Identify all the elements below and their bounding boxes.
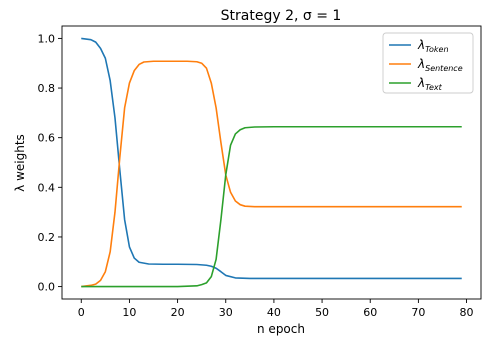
- y-tick-label: 0.6: [38, 132, 56, 145]
- axes-layer: 0 10 20 30 40 50 60 70 80 0.0 0.2 0.4 0.6 0.8 1.0: [38, 25, 482, 319]
- y-axis-label: λ weights: [13, 134, 27, 192]
- x-tick-label: 0: [78, 306, 85, 319]
- x-tick-label: 70: [411, 306, 425, 319]
- chart-title: Strategy 2, σ = 1: [221, 8, 342, 24]
- x-tick-label: 40: [267, 306, 281, 319]
- legend-entry-sentence: λSentence: [417, 57, 463, 73]
- x-tick-label: 80: [460, 306, 474, 319]
- legend-entry-token: λToken: [417, 38, 449, 54]
- series-line-token: [81, 37, 462, 280]
- series-line-sentence: [81, 60, 462, 288]
- y-tick-label: 0.0: [38, 281, 56, 294]
- x-tick-label: 10: [122, 306, 136, 319]
- legend: λToken λSentence λText: [382, 32, 474, 94]
- x-axis-label: n epoch: [257, 322, 305, 336]
- x-tick-label: 20: [171, 306, 185, 319]
- legend-entry-text: λText: [417, 76, 443, 92]
- chart-title-text: Strategy 2, σ = 1: [221, 8, 342, 24]
- series-line-text: [81, 125, 462, 288]
- series-layer: [81, 37, 462, 288]
- plot-frame: [61, 25, 482, 300]
- legend-box: [382, 32, 474, 94]
- y-tick-label: 0.4: [38, 181, 56, 194]
- x-tick-label: 50: [315, 306, 329, 319]
- x-tick-label: 60: [363, 306, 377, 319]
- y-tick-label: 1.0: [38, 32, 56, 45]
- y-tick-label: 0.8: [38, 82, 56, 95]
- x-tick-label: 30: [219, 306, 233, 319]
- y-tick-label: 0.2: [38, 231, 56, 244]
